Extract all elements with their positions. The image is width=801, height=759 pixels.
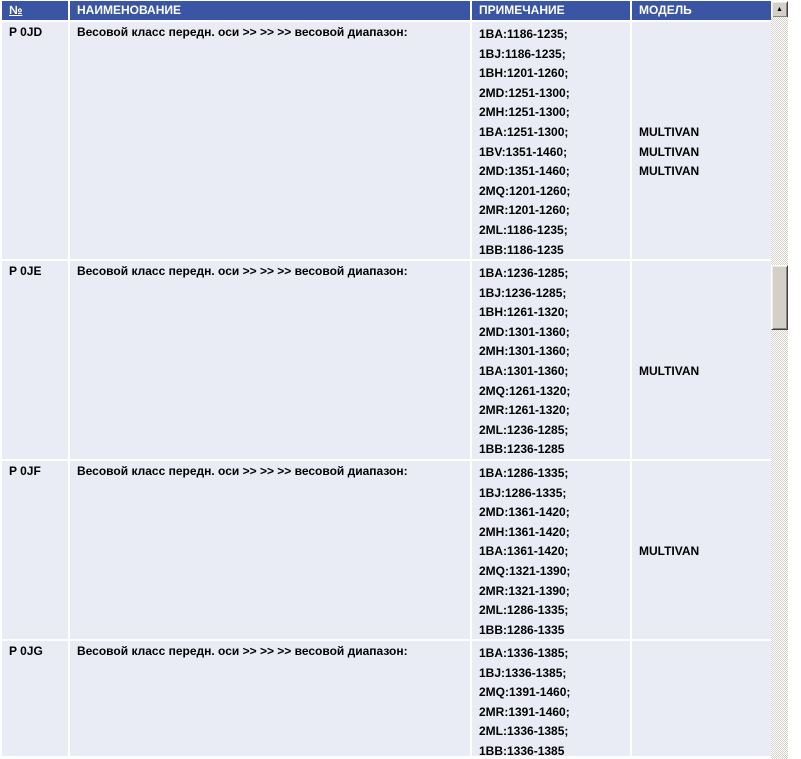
cell-name: Весовой класс передн. оси >> >> >> весов… [70,22,472,259]
table-header: № НАИМЕНОВАНИЕ ПРИМЕЧАНИЕ МОДЕЛЬ [2,1,771,22]
cell-part-number: P 0JE [2,261,70,459]
note-line: 2ML:1186-1235; [479,222,568,237]
parts-table-panel: № НАИМЕНОВАНИЕ ПРИМЕЧАНИЕ МОДЕЛЬ P 0JD Весов… [2,1,771,759]
cell-part-number: P 0JD [2,22,70,259]
note-line: 1BB:1286-1335 [479,622,565,637]
note-line: 1BB:1236-1285 [479,442,565,457]
cell-part-number: P 0JF [2,461,70,639]
note-line: 2MH:1361-1420; [479,524,570,539]
cell-model: MULTIVAN MULTIVAN MULTIVAN [632,22,771,259]
note-line: 2MR:1261-1320; [479,403,570,418]
cell-model [632,641,771,756]
table-row: P 0JG Весовой класс передн. оси >> >> >> … [2,641,771,756]
note-line: 1BV:1351-1460; [479,144,568,159]
note-line: 2MH:1251-1300; [479,105,570,120]
model-label: MULTIVAN [639,544,700,559]
table-body: P 0JD Весовой класс передн. оси >> >> >> … [2,22,771,756]
note-line: 2MR:1321-1390; [479,583,570,598]
note-line: 1BB:1186-1235 [479,242,564,257]
note-line: 2ML:1236-1285; [479,422,569,437]
table-row: P 0JD Весовой класс передн. оси >> >> >> … [2,22,771,261]
table-row: P 0JF Весовой класс передн. оси >> >> >> … [2,461,771,641]
note-line: 1BA:1361-1420; [479,544,569,559]
scroll-up-button[interactable]: ▲ [771,1,788,18]
note-line: 2MR:1391-1460; [479,704,570,719]
model-label: MULTIVAN [639,144,700,159]
cell-note: 1BA:1236-1285; 1BJ:1236-1285; 1BH:1261-132… [472,261,632,459]
note-line: 2MD:1301-1360; [479,324,570,339]
cell-name: Весовой класс передн. оси >> >> >> весов… [70,641,472,756]
cell-name: Весовой класс передн. оси >> >> >> весов… [70,261,472,459]
table-row: P 0JE Весовой класс передн. оси >> >> >> … [2,261,771,461]
model-label: MULTIVAN [639,164,700,179]
column-header-name: НАИМЕНОВАНИЕ [70,1,472,20]
note-line: 1BJ:1186-1235; [479,46,566,61]
note-line: 2MQ:1391-1460; [479,685,571,700]
cell-name: Весовой класс передн. оси >> >> >> весов… [70,461,472,639]
note-line: 1BB:1336-1385 [479,743,565,756]
cell-note: 1BA:1286-1335; 1BJ:1286-1335; 2MD:1361-142… [472,461,632,639]
note-line: 1BA:1236-1285; [479,266,569,280]
note-line: 2MQ:1201-1260; [479,183,571,198]
note-line: 2ML:1336-1385; [479,724,569,739]
note-line: 1BH:1201-1260; [479,66,569,81]
note-line: 1BJ:1286-1335; [479,485,567,500]
note-line: 1BJ:1336-1385; [479,665,567,680]
cell-note: 1BA:1186-1235; 1BJ:1186-1235; 1BH:1201-126… [472,22,632,259]
note-line: 2ML:1286-1335; [479,603,569,618]
note-line: 1BJ:1236-1285; [479,285,567,300]
column-header-no[interactable]: № [2,1,70,20]
note-line: 1BA:1251-1300; [479,124,569,139]
note-line: 2MD:1361-1420; [479,505,570,520]
note-line: 1BA:1186-1235; [479,27,568,41]
scrollbar-track[interactable] [771,17,788,759]
vertical-scrollbar[interactable]: ▲ [771,0,788,759]
note-line: 2MD:1251-1300; [479,85,570,100]
column-header-model: МОДЕЛЬ [632,1,771,20]
note-line: 2MH:1301-1360; [479,344,570,359]
note-line: 1BA:1336-1385; [479,646,569,660]
up-arrow-icon: ▲ [776,6,783,13]
note-line: 2MQ:1261-1320; [479,383,571,398]
note-line: 1BH:1261-1320; [479,305,569,320]
cell-model: MULTIVAN [632,461,771,639]
cell-note: 1BA:1336-1385; 1BJ:1336-1385; 2MQ:1391-146… [472,641,632,756]
note-line: 2MR:1201-1260; [479,203,570,218]
model-label: MULTIVAN [639,125,700,139]
cell-model: MULTIVAN [632,261,771,459]
note-line: 2MQ:1321-1390; [479,563,571,578]
scrollbar-thumb[interactable] [771,265,788,330]
note-line: 1BA:1301-1360; [479,363,569,378]
model-label: MULTIVAN [639,364,700,378]
cell-part-number: P 0JG [2,641,70,756]
column-header-note: ПРИМЕЧАНИЕ [472,1,632,20]
note-line: 1BA:1286-1335; [479,466,569,480]
note-line: 2MD:1351-1460; [479,164,570,179]
